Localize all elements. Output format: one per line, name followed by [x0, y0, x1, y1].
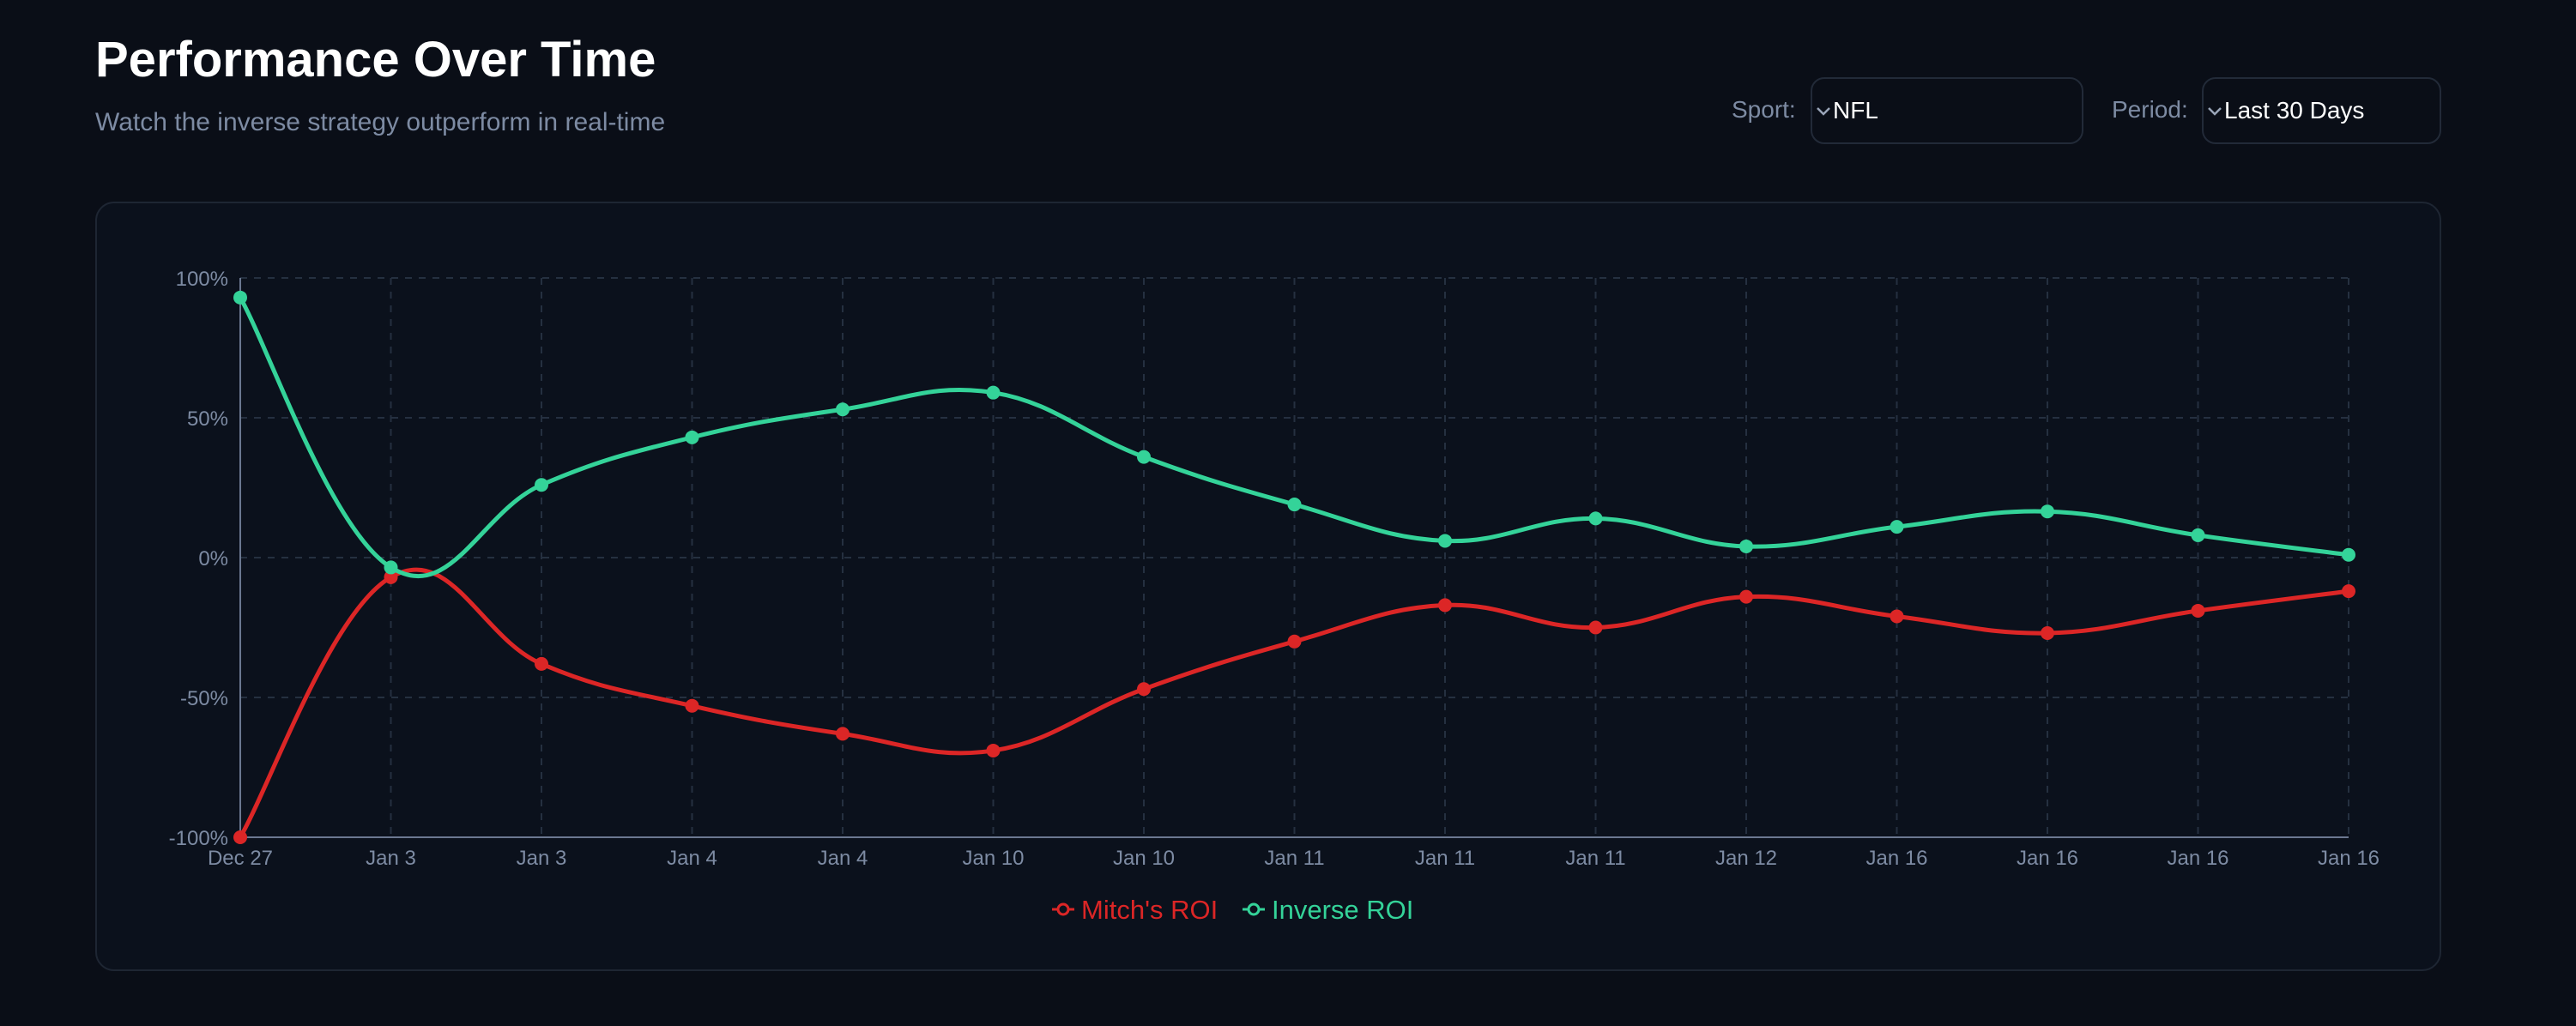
legend-marker-icon: [1056, 902, 1070, 916]
data-point: [1287, 498, 1302, 512]
x-tick-label: Jan 3: [517, 847, 567, 870]
data-point: [986, 385, 1001, 400]
y-tick-label: -50%: [180, 687, 228, 710]
data-point: [233, 290, 247, 305]
data-point: [2342, 547, 2355, 562]
data-point: [685, 698, 699, 713]
data-point: [535, 478, 548, 492]
page-title: Performance Over Time: [95, 32, 656, 88]
data-point: [384, 560, 398, 575]
data-point: [1137, 682, 1151, 697]
x-tick-label: Jan 16: [2167, 847, 2228, 870]
y-tick-label: -100%: [169, 827, 228, 850]
data-point: [1287, 634, 1302, 649]
data-point: [233, 830, 247, 844]
y-tick-label: 100%: [176, 268, 228, 291]
chart-card: [95, 202, 2441, 971]
data-point: [2041, 626, 2054, 641]
x-tick-label: Jan 12: [1715, 847, 1777, 870]
data-point: [1739, 539, 1753, 553]
sport-label: Sport:: [1732, 96, 1796, 123]
data-point: [1137, 450, 1151, 464]
data-point: [685, 430, 699, 444]
period-select-value: Last 30 Days: [2224, 97, 2365, 124]
data-point: [1438, 534, 1452, 548]
x-tick-label: Dec 27: [208, 847, 273, 870]
data-point: [836, 402, 850, 417]
data-point: [1438, 598, 1452, 613]
chevron-down-icon: [2208, 107, 2222, 116]
data-point: [1739, 589, 1753, 604]
data-point: [1890, 520, 1904, 534]
y-tick-label: 0%: [198, 547, 228, 570]
x-tick-label: Jan 10: [962, 847, 1024, 870]
period-select[interactable]: Last 30 Days: [2202, 77, 2441, 144]
series-line-1: [238, 296, 2349, 578]
legend-label: Inverse ROI: [1272, 895, 1413, 925]
x-tick-label: Jan 11: [1565, 847, 1625, 870]
sport-select-value: NFL: [1833, 97, 1878, 124]
data-point: [2041, 504, 2054, 519]
x-tick-label: Jan 11: [1415, 847, 1475, 870]
data-point: [2342, 584, 2355, 599]
legend-label: Mitch's ROI: [1081, 895, 1218, 925]
series-line-0: [238, 567, 2349, 839]
data-point: [986, 743, 1001, 757]
x-tick-label: Jan 16: [2318, 847, 2379, 870]
y-tick-label: 50%: [187, 407, 228, 431]
data-point: [2191, 603, 2205, 618]
x-tick-label: Jan 3: [366, 847, 416, 870]
x-tick-label: Jan 16: [1865, 847, 1927, 870]
x-tick-label: Jan 16: [2017, 847, 2078, 870]
x-tick-label: Jan 10: [1113, 847, 1175, 870]
data-point: [2191, 528, 2205, 542]
data-point: [836, 727, 850, 741]
page-subtitle: Watch the inverse strategy outperform in…: [95, 108, 666, 136]
data-point: [384, 570, 398, 584]
data-point: [1588, 620, 1603, 635]
data-point: [535, 656, 548, 671]
sport-select[interactable]: NFL: [1811, 77, 2083, 144]
legend-marker-icon: [1247, 902, 1261, 916]
data-point: [1890, 609, 1904, 624]
x-tick-label: Jan 4: [667, 847, 717, 870]
x-tick-label: Jan 11: [1264, 847, 1324, 870]
chevron-down-icon: [1817, 107, 1830, 116]
data-point: [1588, 511, 1603, 526]
period-label: Period:: [2112, 96, 2188, 123]
x-tick-label: Jan 4: [818, 847, 868, 870]
